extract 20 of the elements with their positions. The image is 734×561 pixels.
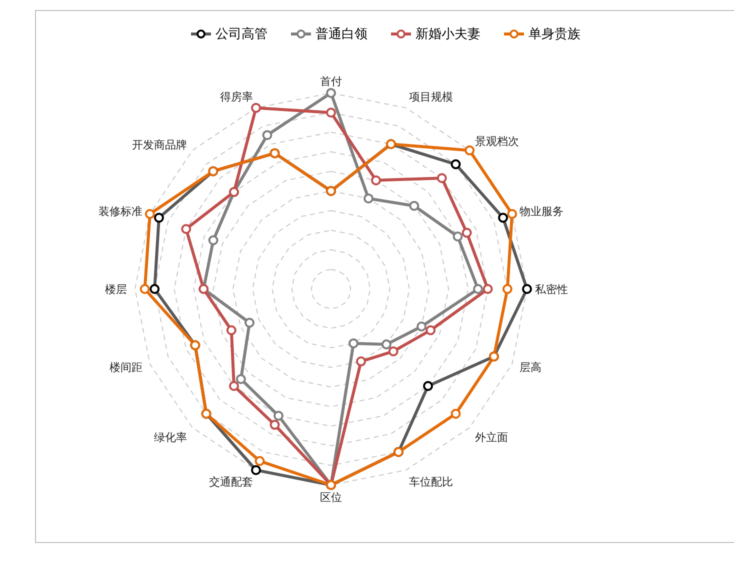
spoke-label: 车位配比 bbox=[409, 475, 454, 488]
spoke-label: 区位 bbox=[320, 490, 342, 504]
legend-label: 新婚小夫妻 bbox=[416, 26, 480, 43]
spoke-label: 景观档次 bbox=[475, 134, 520, 148]
legend-label: 公司高管 bbox=[216, 26, 268, 43]
spoke-label: 层高 bbox=[519, 360, 542, 374]
spoke-label: 私密性 bbox=[535, 282, 568, 296]
spoke-label: 得房率 bbox=[220, 90, 253, 104]
spoke-label: 交通配套 bbox=[208, 475, 253, 488]
spoke-label: 外立面 bbox=[475, 431, 508, 444]
spoke-label: 开发商品牌 bbox=[132, 138, 187, 152]
spoke-label: 物业服务 bbox=[519, 204, 564, 218]
spoke-label: 楼层 bbox=[105, 282, 127, 296]
legend-label: 单身贵族 bbox=[528, 26, 580, 43]
spoke-label: 首付 bbox=[320, 75, 342, 88]
spoke-label: 项目规模 bbox=[409, 90, 454, 104]
legend-label: 普通白领 bbox=[316, 26, 368, 43]
spoke-label: 绿化率 bbox=[154, 431, 187, 444]
spoke-label: 楼间距 bbox=[110, 360, 143, 374]
spoke-label: 装修标准 bbox=[98, 204, 143, 218]
